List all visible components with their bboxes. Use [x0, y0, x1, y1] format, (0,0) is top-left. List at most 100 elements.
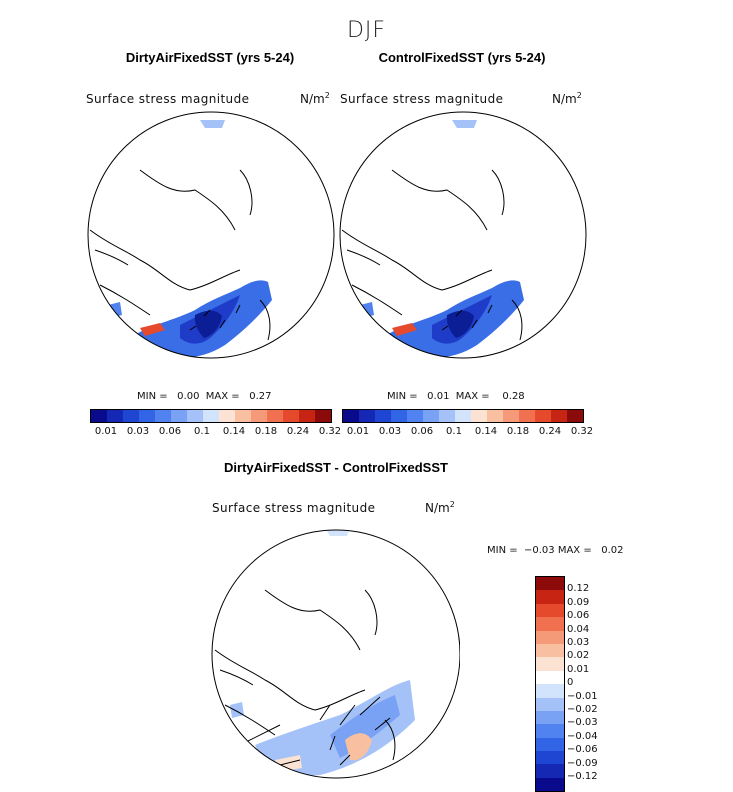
panel-1-colorbar-ticks: 0.01 0.03 0.06 0.1 0.14 0.18 0.24 0.32 — [90, 426, 341, 440]
panel-3-colorbar-tick-label: 0.09 — [567, 596, 590, 608]
panel-2-colorbar — [342, 409, 584, 423]
panel-3-title: DirtyAirFixedSST - ControlFixedSST — [224, 460, 448, 475]
panel-3-colorbar-swatch — [536, 697, 564, 711]
panel-1-stats: MIN = 0.00 MAX = 0.27 — [137, 391, 272, 402]
panel-2-colorbar-ticks: 0.01 0.03 0.06 0.1 0.14 0.18 0.24 0.32 — [342, 426, 593, 440]
panel-3-colorbar-tick-label: −0.01 — [567, 690, 598, 702]
panel-2-colorbar-swatch — [535, 410, 551, 422]
panel-3-colorbar-swatch — [536, 777, 564, 792]
panel-2-colorbar-swatch — [343, 410, 359, 422]
panel-2-colorbar-tick-label: 0.24 — [538, 426, 562, 437]
panel-3-colorbar-tick-label: 0.06 — [567, 610, 590, 622]
panel-1-map — [89, 120, 272, 358]
panel-3-colorbar-swatch — [536, 670, 564, 685]
panel-1-units: N/m2 — [300, 91, 330, 106]
polar-map-bottom — [211, 529, 460, 779]
panel-1-colorbar-swatch — [171, 410, 187, 422]
panel-1-colorbar-swatch — [139, 410, 155, 422]
panel-3-colorbar-tick-label: 0.03 — [567, 637, 590, 648]
panel-2-map — [341, 120, 524, 358]
panel-3-map — [214, 530, 415, 776]
panel-2-colorbar-tick-label: 0.18 — [506, 426, 530, 437]
panel-1-colorbar-tick-label: 0.06 — [158, 426, 182, 437]
panel-2-field-label: Surface stress magnitude — [340, 92, 504, 106]
panel-1-colorbar-swatch — [299, 410, 315, 422]
season-title: DJF — [346, 18, 387, 43]
panel-2-colorbar-tick-label: 0.03 — [378, 426, 402, 437]
panel-3-colorbar-tick-label: −0.04 — [567, 730, 598, 742]
panel-1-colorbar-swatch — [91, 410, 107, 422]
panel-2-units: N/m2 — [552, 91, 582, 106]
panel-3-colorbar-tick-label: 0.12 — [567, 583, 590, 595]
panel-1-colorbar-swatch — [107, 410, 123, 422]
panel-1-colorbar — [90, 409, 332, 423]
panel-2-colorbar-swatch — [423, 410, 439, 422]
panel-1-field-label: Surface stress magnitude — [86, 92, 250, 106]
panel-3-colorbar-tick-label: 0 — [567, 677, 574, 689]
panel-3-colorbar — [535, 576, 565, 792]
panel-3-colorbar-swatch — [536, 684, 564, 698]
panel-3-colorbar-swatch — [536, 617, 564, 631]
panel-2-title: ControlFixedSST (yrs 5-24) — [378, 50, 546, 65]
panel-1-colorbar-swatch — [267, 410, 283, 422]
panel-3-colorbar-tick-label: 0.01 — [567, 663, 590, 675]
panel-1-colorbar-swatch — [315, 410, 331, 422]
panel-3-map-border — [211, 529, 460, 779]
panel-3-colorbar-tick-label: −0.12 — [567, 771, 598, 782]
panel-2-map-border — [339, 111, 587, 359]
panel-3-colorbar-swatch — [536, 724, 564, 738]
panel-1-colorbar-tick-label: 0.01 — [94, 426, 118, 437]
panel-3-colorbar-swatch — [536, 603, 564, 618]
panel-1-colorbar-swatch — [123, 410, 139, 422]
panel-2-colorbar-tick-label: 0.1 — [446, 426, 462, 437]
panel-3-colorbar-swatch — [536, 751, 564, 765]
panel-1-colorbar-tick-label: 0.32 — [318, 426, 342, 437]
panel-3-colorbar-tick-label: −0.09 — [567, 757, 598, 769]
panel-1-colorbar-tick-label: 0.03 — [126, 426, 150, 437]
panel-2-colorbar-swatch — [391, 410, 407, 422]
panel-3-colorbar-tick-label: −0.06 — [567, 744, 598, 756]
panel-2-colorbar-swatch — [471, 410, 487, 422]
panel-3-colorbar-swatch — [536, 737, 564, 752]
panel-3-colorbar-swatch — [536, 577, 564, 591]
panel-3-field-label: Surface stress magnitude — [212, 501, 376, 515]
panel-1-colorbar-tick-label: 0.14 — [222, 426, 246, 437]
panel-2-colorbar-swatch — [503, 410, 519, 422]
panel-1-map-border — [87, 111, 335, 359]
panel-2-colorbar-swatch — [359, 410, 375, 422]
polar-maps-top — [87, 111, 587, 359]
panel-3-colorbar-ticks: 0.12 0.09 0.06 0.04 0.03 0.02 0.01 0 −0.01 −0.02 −… — [567, 576, 627, 792]
panel-2-colorbar-tick-label: 0.01 — [346, 426, 370, 437]
panel-2-colorbar-swatch — [519, 410, 535, 422]
panel-3-colorbar-swatch — [536, 643, 564, 658]
panel-3-colorbar-swatch — [536, 764, 564, 778]
panel-1-colorbar-tick-label: 0.24 — [286, 426, 310, 437]
panel-1-colorbar-tick-label: 0.1 — [194, 426, 210, 437]
panel-3-colorbar-tick-label: 0.02 — [567, 650, 590, 662]
panel-2-colorbar-swatch — [567, 410, 583, 422]
panel-2-colorbar-swatch — [487, 410, 503, 422]
panel-3-colorbar-swatch — [536, 657, 564, 671]
panel-1-colorbar-tick-label: 0.18 — [254, 426, 278, 437]
panel-2-stats: MIN = 0.01 MAX = 0.28 — [387, 391, 525, 402]
panel-2-colorbar-swatch — [551, 410, 567, 422]
panel-3-colorbar-swatch — [536, 710, 564, 725]
panel-1-colorbar-swatch — [203, 410, 219, 422]
panel-3-stats: MIN = −0.03 MAX = 0.02 — [487, 545, 624, 556]
panel-1-colorbar-swatch — [155, 410, 171, 422]
panel-1-colorbar-swatch — [283, 410, 299, 422]
panel-3-colorbar-tick-label: −0.03 — [567, 717, 598, 729]
panel-1-colorbar-swatch — [187, 410, 203, 422]
panel-3-colorbar-swatch — [536, 590, 564, 604]
panel-3-colorbar-tick-label: 0.04 — [567, 623, 590, 635]
panel-1-colorbar-swatch — [219, 410, 235, 422]
panel-2-colorbar-tick-label: 0.32 — [570, 426, 594, 437]
panel-2-colorbar-swatch — [455, 410, 471, 422]
panel-2-colorbar-tick-label: 0.06 — [410, 426, 434, 437]
panel-3-colorbar-swatch — [536, 630, 564, 644]
panel-1-colorbar-swatch — [251, 410, 267, 422]
panel-1-colorbar-swatch — [235, 410, 251, 422]
panel-2-colorbar-swatch — [407, 410, 423, 422]
panel-1-title: DirtyAirFixedSST (yrs 5-24) — [125, 50, 295, 65]
panel-3-colorbar-tick-label: −0.02 — [567, 704, 598, 715]
